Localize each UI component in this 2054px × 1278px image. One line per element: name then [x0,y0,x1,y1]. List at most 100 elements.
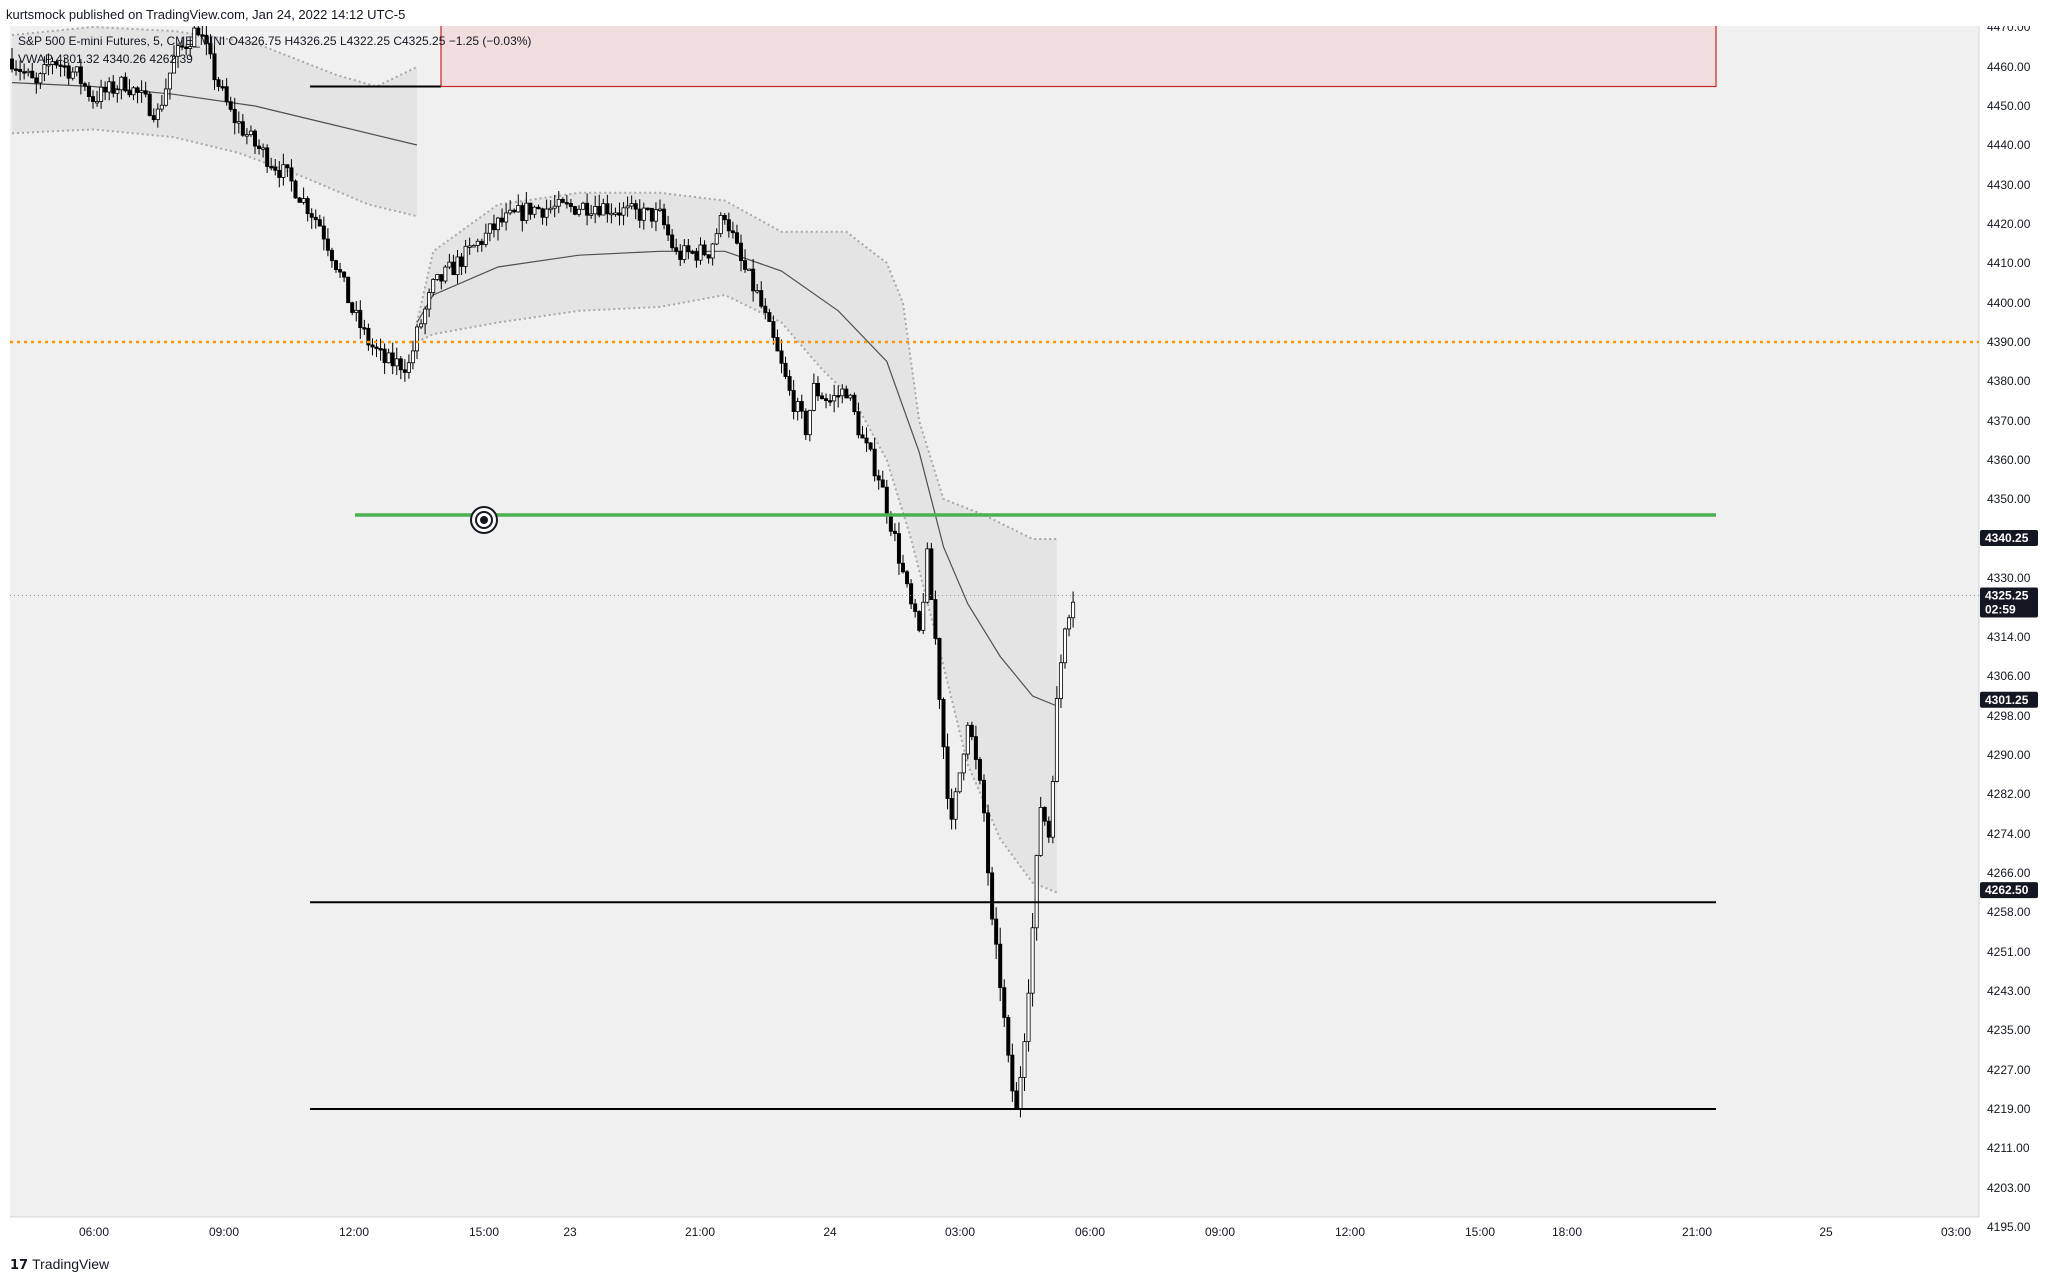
candle-body [123,76,128,92]
horizontal-levels[interactable] [10,85,1979,1110]
candle-body [212,53,217,81]
vwap-mid-line [416,250,1058,707]
candle-body [726,219,731,232]
candle-body [1026,992,1031,1043]
candle-body [204,34,209,44]
candle-body [139,90,144,93]
candle-body [439,274,444,282]
candle-body [483,232,488,245]
candle-body [795,401,800,412]
candle-body [386,352,391,364]
candle-body [516,205,521,213]
candle-body [888,514,893,532]
candle-body [957,772,962,793]
candle-body [471,245,476,248]
candle-body [718,215,723,235]
candle-body [605,203,610,215]
candle-body [577,208,582,215]
price-tick-label: 4440.00 [1987,138,2031,152]
candle-body [277,169,282,178]
price-axis-panel[interactable] [1979,26,2054,1217]
candle-body [500,217,505,223]
candle-body [815,382,820,397]
candle-body [747,268,752,272]
candle-body [783,362,788,377]
price-tick-label: 4298.00 [1987,709,2031,723]
supply-zone-rect[interactable] [440,26,1717,88]
candle-body [528,202,533,215]
candle-body [856,411,861,436]
candle-body [844,388,849,399]
candle-body [151,115,156,121]
candle-body [78,66,83,85]
price-tick-label: 4330.00 [1987,571,2031,585]
candle-body [427,292,432,310]
candle-body [540,208,545,218]
candle-body [848,394,853,399]
candle-body [629,203,634,207]
candle-body [200,34,205,37]
candle-body [892,530,897,534]
candle-body [896,533,901,564]
candle-body [807,409,812,436]
candle-body [62,65,67,68]
candle-body [1034,855,1039,929]
candle-body [147,93,152,116]
price-tick-label: 4235.00 [1987,1023,2031,1037]
candle-body [232,109,237,124]
candle-body [767,312,772,322]
tradingview-logo[interactable]: 17 TradingView [10,1256,109,1273]
candle-body [884,486,889,516]
price-tick-label: 4460.00 [1987,60,2031,74]
candle-body [811,382,816,411]
candle-body [548,207,553,211]
candle-body [325,238,330,251]
candle-body [625,205,630,209]
candle-body [394,358,399,367]
candle-body [649,207,654,222]
candle-body [739,242,744,261]
legend-symbol-line[interactable]: S&P 500 E-mini Futures, 5, CME_MINI O432… [18,34,531,48]
candle-body [568,203,573,207]
time-tick-label: 15:00 [469,1225,499,1239]
candle-body [370,344,375,348]
candle-body [431,279,436,293]
price-tick-label: 4390.00 [1987,335,2031,349]
candle-body [350,302,355,313]
candle-body [9,58,14,70]
candle-body [208,42,213,55]
alert-marker[interactable] [470,506,498,534]
candle-body [953,791,958,820]
candle-body [435,274,440,280]
candle-body [1022,1041,1027,1078]
candle-body [46,64,51,67]
candle-body [244,134,249,137]
candle-body [905,571,910,585]
time-axis-panel[interactable] [10,1217,1979,1248]
price-tick-label: 4370.00 [1987,414,2031,428]
candle-body [512,209,517,213]
candle-body [159,104,164,110]
candle-body [532,206,537,215]
candle-body [224,86,229,103]
candle-body [921,601,926,631]
legend-vwap-line[interactable]: VWAP 4301.32 4340.26 4262.39 [18,52,193,66]
candle-body [1006,1017,1011,1056]
candle-body [913,603,918,612]
price-tick-label: 4266.00 [1987,866,2031,880]
candle-body [467,245,472,248]
price-chart[interactable]: 4470.00 4460.00 4450.00 4440.00 4430.00 4420.… [0,26,2054,1248]
candle-body [329,249,334,262]
candle-body [556,198,561,207]
candle-body [111,81,116,94]
candle-body [564,202,569,205]
supply-zone[interactable] [440,26,1717,88]
candle-body [463,245,468,267]
price-tick-label: 4274.00 [1987,827,2031,841]
candle-body [775,337,780,352]
candle-body [374,346,379,349]
candle-body [406,362,411,373]
candle-body [787,376,792,391]
candle-body [301,198,306,203]
